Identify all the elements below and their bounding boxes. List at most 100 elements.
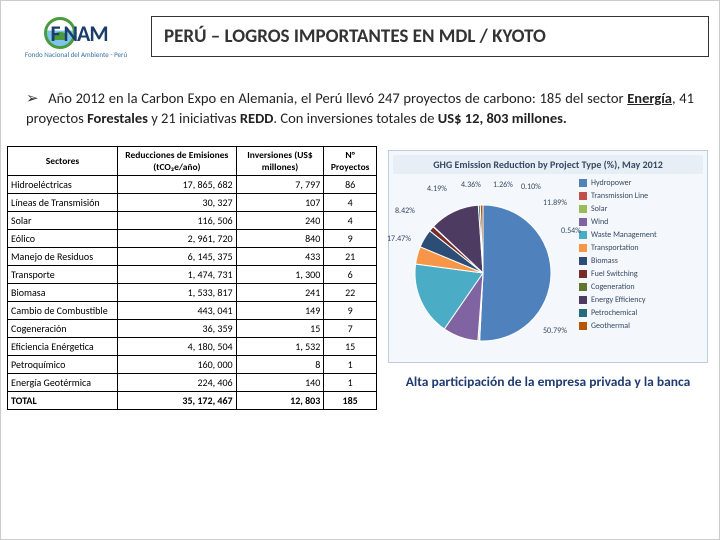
table-cell: 241	[236, 283, 324, 301]
table-header: Reducciones de Emisiones (tCO₂e/año)	[118, 146, 237, 175]
table-cell: 12, 803	[236, 391, 324, 409]
table-cell: Líneas de Transmisión	[8, 193, 118, 211]
bullet-text-1: Año 2012 en la Carbon Expo en Alemania, …	[48, 89, 627, 107]
legend-item: Transmission Line	[579, 191, 703, 201]
table-cell: 240	[236, 211, 324, 229]
bullet-b3: US$ 12, 803 millones.	[438, 109, 567, 127]
sectors-table-wrap: SectoresReducciones de Emisiones (tCO₂e/…	[7, 146, 377, 410]
table-cell: 2, 961, 720	[118, 229, 237, 247]
bullet-arrow-icon: ➢	[26, 90, 39, 108]
legend-swatch	[579, 179, 587, 187]
legend-swatch	[579, 257, 587, 265]
logo-letters: F NAM	[50, 20, 107, 47]
legend-label: Hydropower	[591, 178, 631, 188]
legend-label: Transmission Line	[591, 191, 648, 201]
table-cell: 6	[324, 265, 377, 283]
table-cell: 140	[236, 373, 324, 391]
legend-label: Wind	[591, 217, 608, 227]
table-row: Hidroeléctricas17, 865, 6827, 79786	[8, 175, 377, 193]
pie-chart-box: GHG Emission Reduction by Project Type (…	[388, 150, 708, 363]
table-body: Hidroeléctricas17, 865, 6827, 79786Línea…	[8, 175, 377, 409]
legend-swatch	[579, 244, 587, 252]
fonam-logo: F NAM Fondo Nacional del Ambiente - Perú	[11, 9, 141, 64]
pie-label: 11.89%	[543, 198, 567, 208]
table-cell: Biomasa	[8, 283, 118, 301]
table-cell: 7, 797	[236, 175, 324, 193]
table-cell: 1, 533, 817	[118, 283, 237, 301]
legend-item: Transportation	[579, 243, 703, 253]
table-row: Solar116, 5062404	[8, 211, 377, 229]
chart-legend: Hydropower Transmission Line Solar Wind Wast…	[579, 178, 703, 358]
table-cell: Hidroeléctricas	[8, 175, 118, 193]
pie-chart: 4.36%1.26%0.10%11.89%0.54%50.79%17.47%8.…	[393, 178, 573, 358]
table-cell: 107	[236, 193, 324, 211]
table-row: Energía Geotérmica224, 4061401	[8, 373, 377, 391]
legend-label: Fuel Switching	[591, 269, 638, 279]
table-cell: 116, 506	[118, 211, 237, 229]
legend-label: Solar	[591, 204, 607, 214]
pie-label: 4.36%	[461, 180, 481, 190]
legend-item: Waste Management	[579, 230, 703, 240]
table-header-row: SectoresReducciones de Emisiones (tCO₂e/…	[8, 146, 377, 175]
table-cell: 9	[324, 229, 377, 247]
table-cell: 17, 865, 682	[118, 175, 237, 193]
table-cell: 7	[324, 319, 377, 337]
table-cell: Solar	[8, 211, 118, 229]
legend-item: Petrochemical	[579, 308, 703, 318]
table-cell: 840	[236, 229, 324, 247]
legend-item: Biomass	[579, 256, 703, 266]
table-cell: 22	[324, 283, 377, 301]
table-cell: 1	[324, 355, 377, 373]
table-cell: 433	[236, 247, 324, 265]
table-cell: 35, 172, 467	[118, 391, 237, 409]
legend-swatch	[579, 270, 587, 278]
table-cell: 30, 327	[118, 193, 237, 211]
table-row: Petroquímico160, 00081	[8, 355, 377, 373]
table-cell: 149	[236, 301, 324, 319]
table-cell: 15	[324, 337, 377, 355]
legend-label: Energy Efficiency	[591, 295, 646, 305]
table-cell: 443, 041	[118, 301, 237, 319]
sectors-table: SectoresReducciones de Emisiones (tCO₂e/…	[7, 146, 377, 410]
table-cell: 8	[236, 355, 324, 373]
legend-swatch	[579, 218, 587, 226]
table-cell: 224, 406	[118, 373, 237, 391]
header: F NAM Fondo Nacional del Ambiente - Perú…	[1, 1, 719, 64]
table-cell: Cambio de Combustible	[8, 301, 118, 319]
table-header: Inversiones (US$ millones)	[236, 146, 324, 175]
bullet-mid2: y 21 iniciativas	[148, 109, 240, 127]
legend-label: Petrochemical	[591, 308, 637, 318]
legend-item: Geothermal	[579, 321, 703, 331]
table-cell: Eficiencia Enérgetica	[8, 337, 118, 355]
page-title: PERÚ – LOGROS IMPORTANTES EN MDL / KYOTO	[151, 16, 709, 57]
pie-label: 4.19%	[427, 184, 447, 194]
table-cell: 4	[324, 193, 377, 211]
legend-label: Geothermal	[591, 321, 630, 331]
pie-label: 8.42%	[395, 206, 415, 216]
table-header: Sectores	[8, 146, 118, 175]
table-cell: Petroquímico	[8, 355, 118, 373]
table-cell: 6, 145, 375	[118, 247, 237, 265]
chart-column: GHG Emission Reduction by Project Type (…	[383, 146, 713, 410]
pie-label: 0.10%	[521, 182, 541, 192]
table-cell: TOTAL	[8, 391, 118, 409]
legend-swatch	[579, 322, 587, 330]
table-cell: 15	[236, 319, 324, 337]
legend-item: Cogeneration	[579, 282, 703, 292]
table-cell: 1, 474, 731	[118, 265, 237, 283]
legend-label: Waste Management	[591, 230, 657, 240]
table-row: Biomasa1, 533, 81724122	[8, 283, 377, 301]
table-cell: 36, 359	[118, 319, 237, 337]
table-cell: 21	[324, 247, 377, 265]
legend-item: Fuel Switching	[579, 269, 703, 279]
legend-swatch	[579, 192, 587, 200]
bullet-paragraph: ➢ Año 2012 en la Carbon Expo en Alemania…	[15, 82, 705, 136]
table-row: Transporte1, 474, 7311, 3006	[8, 265, 377, 283]
legend-swatch	[579, 309, 587, 317]
legend-swatch	[579, 205, 587, 213]
pie-slice	[480, 205, 551, 341]
legend-item: Energy Efficiency	[579, 295, 703, 305]
table-cell: 1	[324, 373, 377, 391]
table-header: N° Proyectos	[324, 146, 377, 175]
table-cell: 9	[324, 301, 377, 319]
